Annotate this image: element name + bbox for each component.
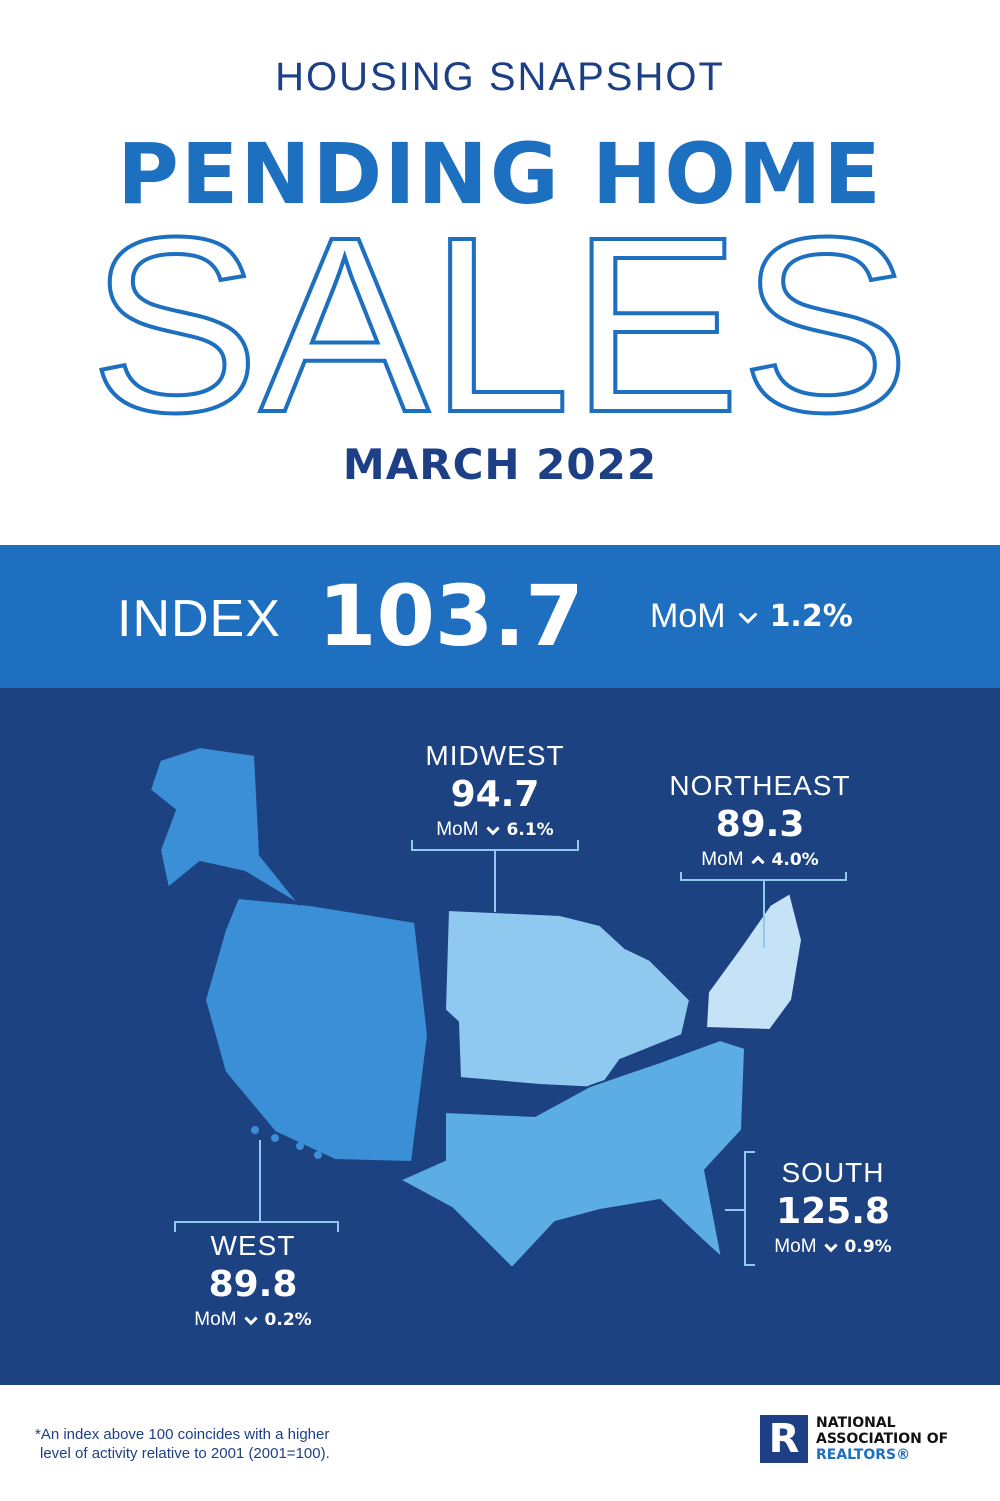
region-shape [148, 745, 301, 906]
region-label: NORTHEAST 89.3 MoM 4.0% [630, 770, 890, 871]
chevron-line [750, 855, 765, 865]
region-shape [443, 908, 692, 1090]
hawaii-island [251, 1126, 259, 1134]
logo-text: NATIONAL ASSOCIATION OF REALTORS® [816, 1415, 948, 1463]
region-label: WEST 89.8 MoM 0.2% [123, 1230, 383, 1331]
region-mom: MoM 4.0% [630, 849, 890, 871]
mom-chevron [738, 611, 758, 624]
region-shape [704, 891, 804, 1032]
region-value: 89.3 [715, 804, 805, 845]
logo-line: NATIONAL [816, 1415, 896, 1431]
mom-label: MoM [436, 819, 479, 840]
region-mom: MoM 0.9% [703, 1236, 963, 1258]
chevron-line [738, 611, 758, 624]
leader-line [744, 1151, 755, 1266]
footnote-line: *An index above 100 coincides with a hig… [35, 1426, 330, 1443]
mom-chevron [823, 1243, 838, 1253]
map [148, 745, 847, 1270]
region-name: SOUTH [781, 1157, 885, 1188]
region-shape [203, 896, 430, 1164]
leader-line [411, 840, 579, 851]
hawaii-island [296, 1142, 304, 1150]
mom-value: 0.9% [844, 1237, 892, 1257]
hawaii-island [314, 1151, 322, 1159]
mom-chevron [243, 1316, 258, 1326]
index-mom: MoM 1.2% [650, 597, 853, 636]
mom-label: MoM [650, 597, 726, 635]
mom-chevron [750, 855, 765, 865]
logo: R NATIONAL ASSOCIATION OF REALTORS® [760, 1415, 948, 1463]
index-value: 103.7 [318, 567, 584, 665]
hawaii-island [271, 1134, 279, 1142]
region-shape [397, 1038, 747, 1270]
footnote: *An index above 100 coincides with a hig… [35, 1425, 330, 1463]
region-name: NORTHEAST [669, 770, 851, 801]
chevron-line [485, 826, 500, 836]
index-label: INDEX [117, 590, 281, 648]
mom-label: MoM [701, 849, 744, 870]
title-large: SALES [90, 215, 910, 420]
chevron-line [823, 1243, 838, 1253]
mom-chevron [485, 826, 500, 836]
title-large-svg: SALES [88, 215, 912, 420]
map-panel [0, 688, 1000, 1385]
mom-value: 6.1% [506, 820, 554, 840]
mom-value: 1.2% [769, 599, 853, 634]
mom-label: MoM [194, 1309, 237, 1330]
region-label: SOUTH 125.8 MoM 0.9% [703, 1157, 963, 1258]
region-value: 94.7 [450, 774, 540, 815]
region-name: MIDWEST [425, 740, 565, 771]
chevron-line [243, 1316, 258, 1326]
region-value: 89.8 [208, 1264, 298, 1305]
logo-line: REALTORS® [816, 1447, 911, 1463]
logo-mark: R [760, 1415, 808, 1463]
mom-label: MoM [774, 1236, 817, 1257]
footnote-line: level of activity relative to 2001 (2001… [40, 1445, 330, 1462]
region-mom: MoM 0.2% [123, 1309, 383, 1331]
title: PENDING HOME [117, 125, 883, 223]
region-label: MIDWEST 94.7 MoM 6.1% [365, 740, 625, 841]
mom-value: 4.0% [771, 850, 819, 870]
region-name: WEST [210, 1230, 296, 1261]
region-mom: MoM 6.1% [365, 819, 625, 841]
logo-line: ASSOCIATION OF [816, 1431, 949, 1447]
mom-value: 0.2% [264, 1310, 312, 1330]
date: MARCH 2022 [342, 440, 658, 489]
region-value: 125.8 [776, 1191, 890, 1232]
leader-line [174, 1221, 339, 1232]
leader-line [680, 872, 847, 881]
index-band: INDEX 103.7 MoM 1.2% [0, 545, 1000, 688]
kicker: HOUSING SNAPSHOT [275, 55, 725, 99]
